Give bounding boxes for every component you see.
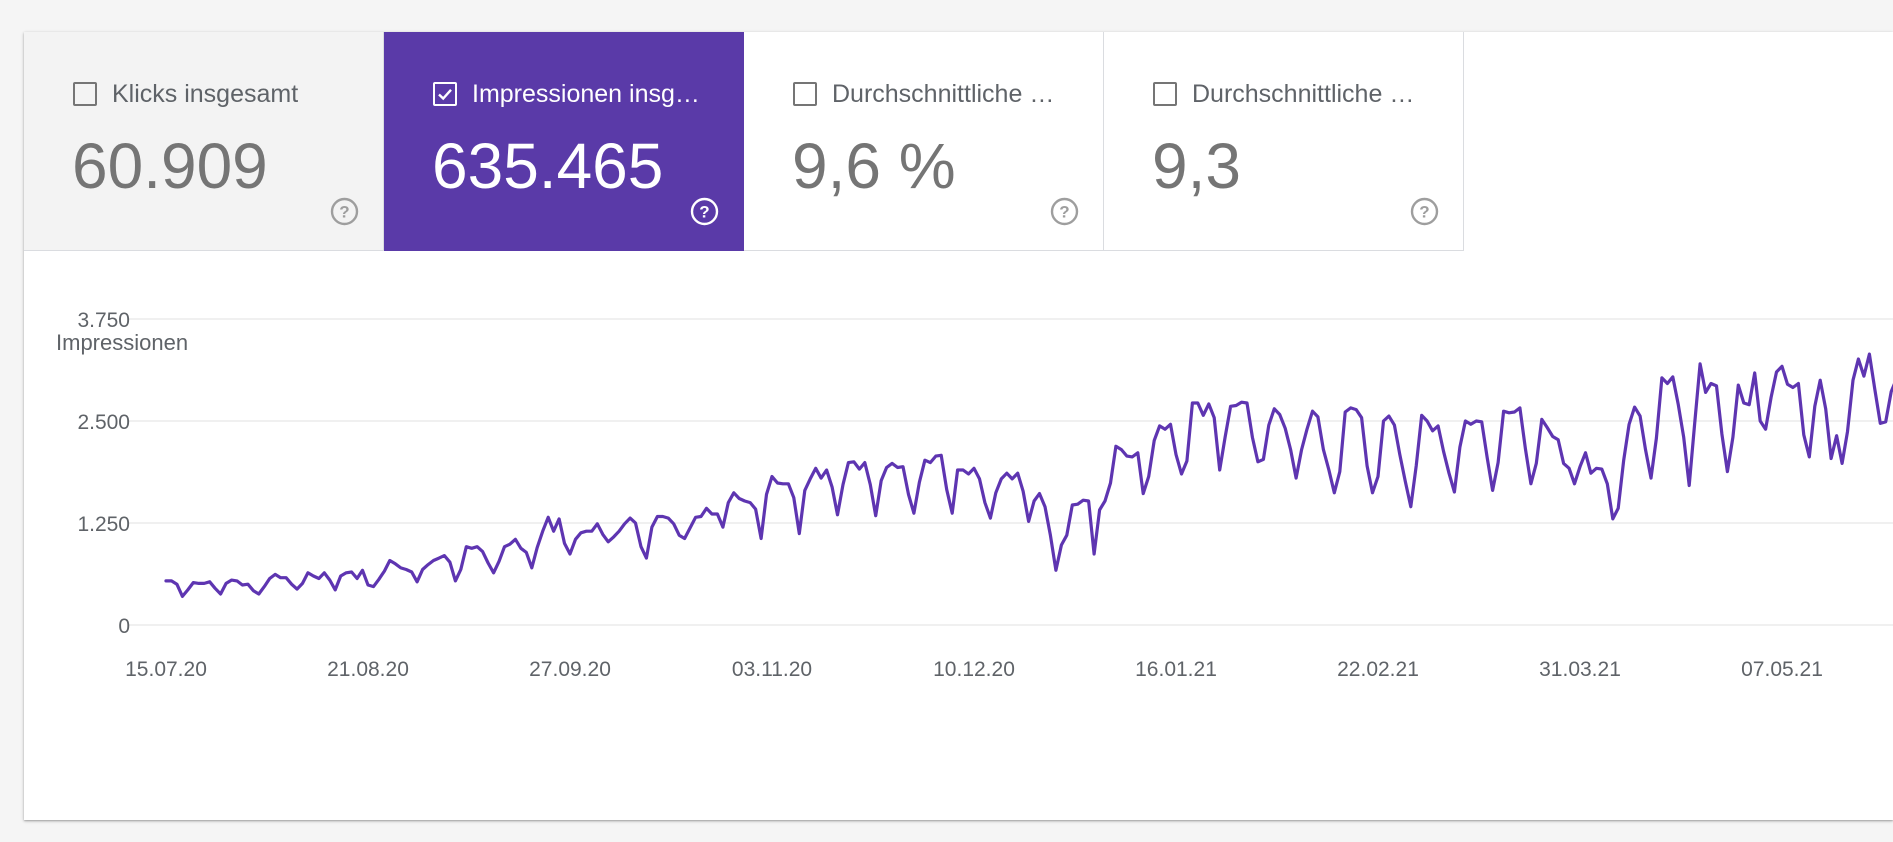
impressions-checkbox[interactable] [433,82,457,106]
tab-impressions-label: Impressionen insgesamt [472,80,707,108]
impressions-chart: Impressionen 0 1.250 2.500 3.750 15.07.20 21.… [24,251,1893,820]
tab-clicks-label: Klicks insgesamt [112,80,299,108]
svg-text:?: ? [1419,203,1429,222]
x-tick-label: 03.11.20 [732,658,812,681]
y-axis-title: Impressionen [56,330,189,355]
svg-text:?: ? [1059,203,1069,222]
y-tick-label: 1.250 [77,513,130,536]
tab-ctr-value: 9,6 % [792,130,956,202]
tab-position-value: 9,3 [1152,130,1241,202]
tab-ctr-label: Durchschnittliche CTR [832,80,1067,108]
tab-position-label: Durchschnittliche Position [1192,80,1427,108]
x-tick-label: 15.07.20 [125,658,207,681]
ctr-checkbox[interactable] [793,82,817,106]
x-tick-label: 21.08.20 [327,658,409,681]
help-circle-icon[interactable]: ? [1050,197,1079,226]
position-checkbox[interactable] [1153,82,1177,106]
impressions-series-line [164,352,1893,598]
svg-text:?: ? [339,203,349,222]
performance-card: Klicks insgesamt 60.909 ? Impressionen i… [24,32,1893,820]
tab-position[interactable]: Durchschnittliche Position 9,3 ? [1104,32,1464,251]
x-tick-label: 22.02.21 [1337,658,1419,681]
x-tick-label: 16.01.21 [1135,658,1217,681]
x-tick-label: 07.05.21 [1741,658,1823,681]
tab-impressions[interactable]: Impressionen insgesamt 635.465 ? [384,32,744,251]
y-tick-label: 2.500 [77,411,130,434]
help-circle-icon[interactable]: ? [1410,197,1439,226]
clicks-checkbox[interactable] [73,82,97,106]
x-tick-label: 27.09.20 [529,658,611,681]
svg-text:?: ? [699,203,709,222]
help-circle-icon[interactable]: ? [330,197,359,226]
y-tick-label: 0 [118,615,130,638]
tab-impressions-value: 635.465 [432,130,664,202]
x-tick-label: 10.12.20 [933,658,1015,681]
help-circle-icon[interactable]: ? [690,197,719,226]
chart-svg: 0 1.250 2.500 3.750 15.07.20 21.08.20 27.09.20… [77,309,1893,681]
check-icon [438,88,452,101]
tab-ctr[interactable]: Durchschnittliche CTR 9,6 % ? [744,32,1104,251]
metric-tabs: Klicks insgesamt 60.909 ? Impressionen i… [24,32,1464,251]
tab-clicks[interactable]: Klicks insgesamt 60.909 ? [24,32,384,251]
tab-clicks-value: 60.909 [72,130,268,202]
y-tick-label: 3.750 [77,309,130,332]
x-tick-label: 31.03.21 [1539,658,1621,681]
